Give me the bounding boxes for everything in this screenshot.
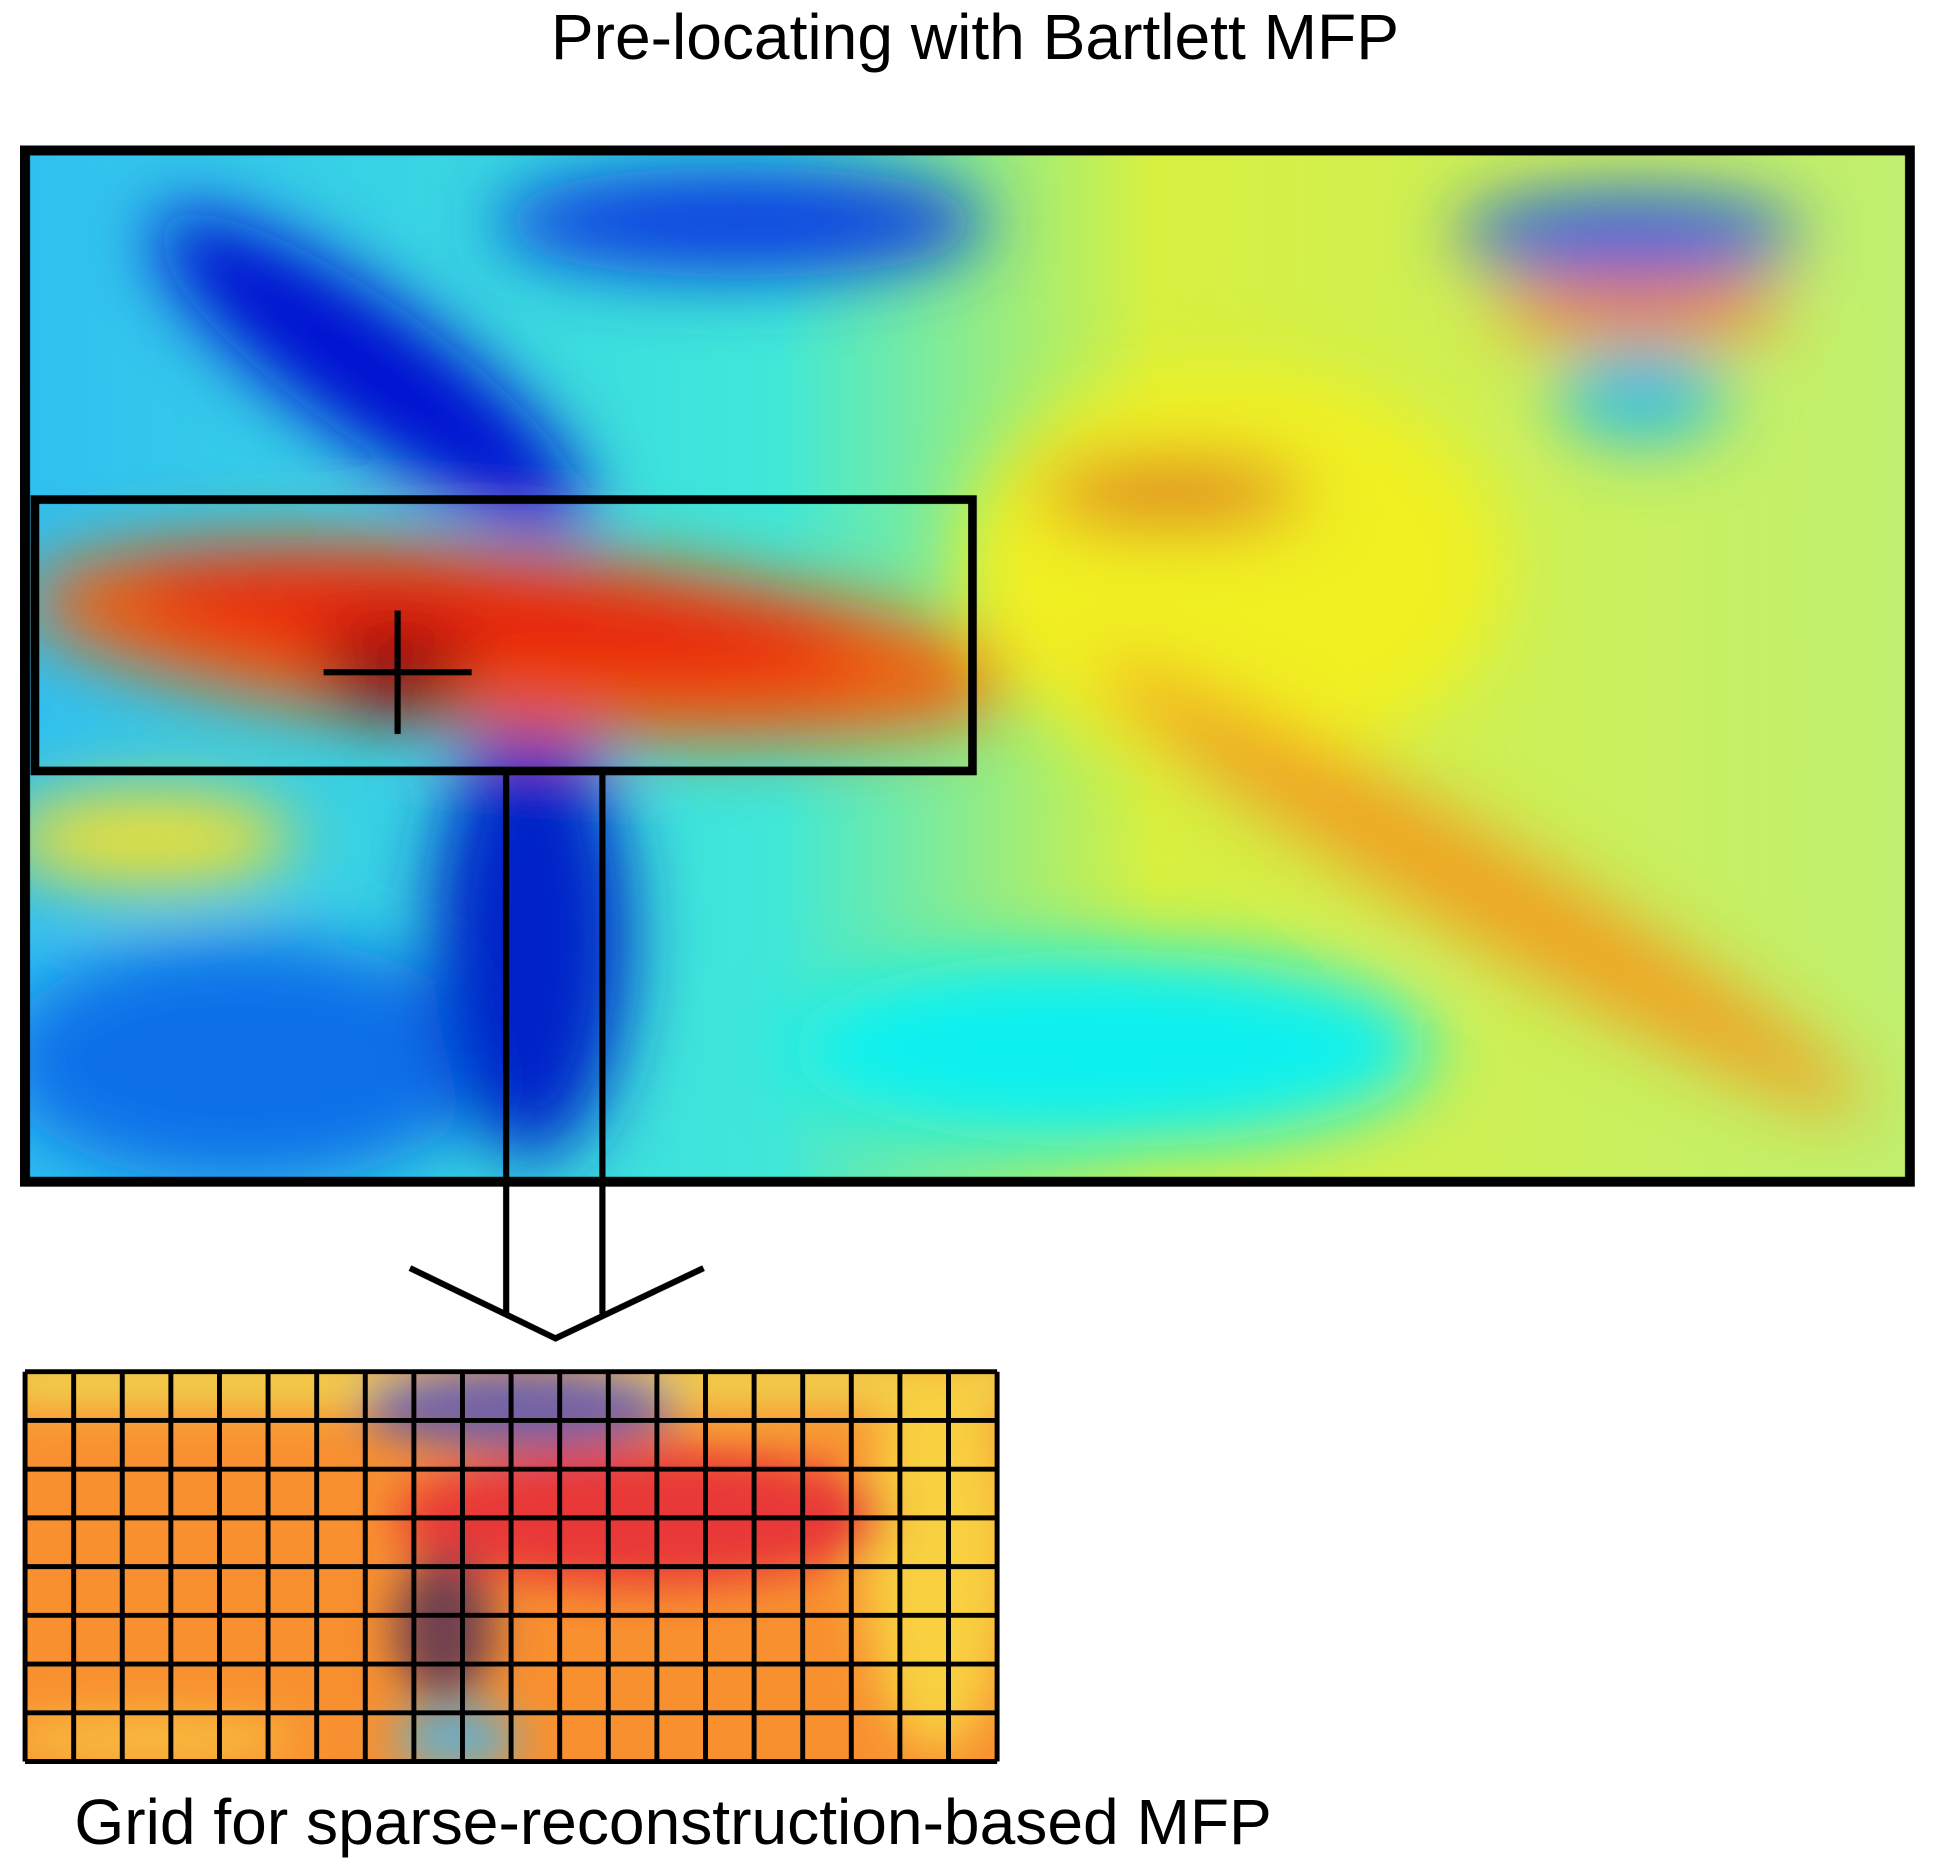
heatmap (25, 150, 1910, 1182)
arrow-head (408, 1265, 705, 1342)
grid-lines (22, 1369, 1000, 1764)
caption: Grid for sparse-reconstruction-based MFP (74, 1786, 1271, 1858)
title: Pre-locating with Bartlett MFP (551, 1, 1399, 73)
map-frame (20, 145, 1915, 1187)
